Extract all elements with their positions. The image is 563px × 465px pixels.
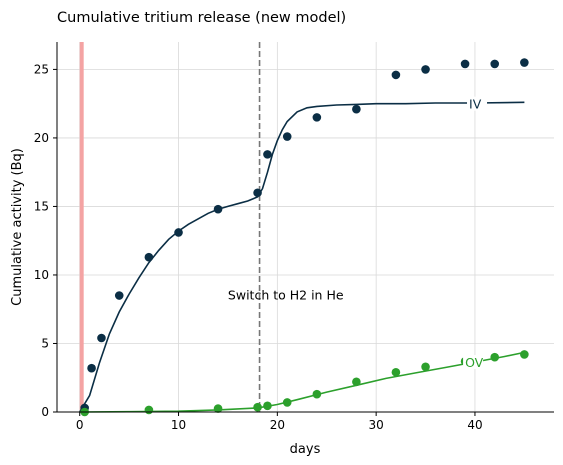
data-point-iv: [421, 65, 430, 74]
fit-line-iv: [79, 101, 525, 413]
data-point-ov: [490, 352, 500, 362]
shaded-span: [79, 42, 84, 412]
series-label-iv: IV: [469, 97, 482, 112]
data-point-ov: [144, 405, 154, 415]
data-point-iv: [263, 150, 272, 159]
data-points: [80, 58, 529, 417]
data-point-iv: [87, 363, 96, 373]
data-point-ov: [421, 362, 430, 372]
data-point-iv: [520, 58, 529, 67]
x-tick-label: 40: [467, 418, 482, 432]
data-point-ov: [312, 389, 322, 399]
shaded-spans: [79, 42, 84, 412]
annotation-text: Switch to H2 in He: [228, 288, 344, 303]
data-point-ov: [253, 402, 262, 412]
data-point-iv: [144, 252, 154, 262]
fit-line-ov: [79, 351, 525, 413]
y-tick-label: 5: [41, 336, 49, 350]
x-tick-label: 10: [171, 418, 186, 432]
series-label-bg-ov: [463, 354, 484, 369]
data-point-iv: [490, 59, 500, 69]
x-axis-label: days: [290, 442, 321, 457]
data-point-iv: [460, 59, 470, 69]
data-point-ov: [520, 350, 529, 359]
y-axis-label: Cumulative activity (Bq): [10, 148, 25, 306]
series-label-bg-iv: [467, 96, 488, 111]
data-point-iv: [282, 132, 292, 141]
axes: [56, 42, 554, 413]
data-point-ov: [352, 377, 361, 387]
data-point-iv: [174, 228, 183, 237]
data-point-ov: [282, 398, 292, 407]
y-tick-label: 20: [34, 131, 49, 145]
y-tick-label: 15: [34, 199, 49, 213]
y-tick-label: 0: [41, 405, 49, 419]
data-point-iv: [253, 188, 262, 198]
data-point-iv: [312, 113, 322, 122]
y-tick-label: 10: [34, 268, 49, 282]
annotations: Switch to H2 in He: [228, 288, 344, 303]
y-tick-label: 25: [34, 62, 49, 76]
data-point-iv: [352, 104, 361, 114]
data-point-ov: [263, 401, 272, 411]
x-tick-label: 20: [270, 418, 285, 432]
data-point-iv: [97, 333, 106, 343]
series-label-ov: OV: [465, 355, 484, 370]
data-point-ov: [391, 367, 401, 377]
series-labels: IV OV: [463, 96, 488, 370]
data-point-ov: [213, 404, 223, 413]
x-tick-label: 30: [369, 418, 384, 432]
x-tick-label: 0: [76, 418, 84, 432]
data-point-iv: [391, 70, 401, 80]
ticks: 0 10 20 30 40 0 5 10 15 20 25: [34, 62, 483, 432]
data-point-iv: [213, 204, 223, 214]
chart-title: Cumulative tritium release (new model): [57, 10, 346, 26]
data-point-iv: [114, 291, 124, 300]
